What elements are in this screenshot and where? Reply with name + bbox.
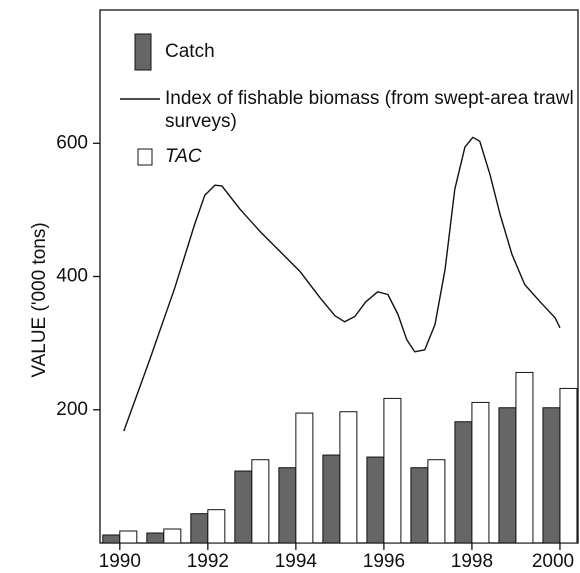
bar: [383, 397, 402, 544]
bar: [146, 532, 165, 544]
bar: [454, 421, 473, 544]
legend-swatch: [134, 33, 152, 71]
x-tick-label: 1992: [187, 551, 229, 572]
bar: [322, 454, 341, 544]
y-tick-label: 400: [56, 266, 88, 287]
bar: [559, 387, 578, 544]
x-tick-label: 1994: [275, 551, 318, 572]
bar: [498, 407, 517, 544]
bar: [207, 509, 226, 544]
legend-label: TAC: [165, 146, 202, 167]
bar: [190, 513, 209, 544]
y-tick-label: 200: [56, 399, 88, 420]
y-tick-label: 600: [56, 132, 88, 153]
x-tick-label: 2000: [532, 551, 574, 572]
x-tick-label: 1996: [363, 551, 405, 572]
bar: [163, 528, 182, 544]
legend-swatch: [137, 148, 153, 166]
bar: [295, 412, 314, 544]
bar: [119, 530, 138, 544]
bar: [251, 459, 270, 544]
bar: [339, 411, 358, 544]
legend-label: Index of fishable biomass (from swept-ar…: [165, 88, 574, 132]
x-tick-label: 1990: [99, 551, 141, 572]
line: [123, 136, 561, 432]
bar: [366, 456, 385, 544]
bar: [515, 371, 534, 544]
bar: [542, 407, 561, 544]
y-axis-label: VALUE ('000 tons): [29, 222, 50, 377]
bar: [427, 459, 446, 544]
legend-label: Catch: [165, 41, 215, 62]
x-tick-label: 1998: [451, 551, 493, 572]
bar: [102, 534, 121, 544]
bar: [278, 467, 297, 544]
bar: [234, 470, 253, 544]
bar: [471, 401, 490, 544]
bar: [410, 467, 429, 544]
